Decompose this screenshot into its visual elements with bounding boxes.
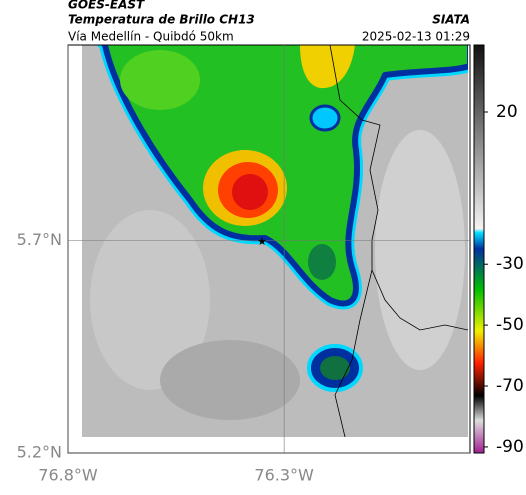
- agency: SIATA: [432, 13, 470, 27]
- x-tick-label: 76.8°W: [38, 466, 98, 485]
- colorbar-tick-label: -90: [496, 437, 524, 457]
- colorbar-tick-label: -30: [496, 254, 524, 274]
- x-tick-label: 76.3°W: [254, 466, 314, 485]
- title: Temperatura de Brillo CH13: [68, 13, 255, 27]
- colorbar-tick-label: 20: [496, 102, 518, 122]
- y-tick-label: 5.2°N: [17, 443, 62, 462]
- subtitle: Vía Medellín - Quibdó 50km: [68, 30, 234, 44]
- timestamp: 2025-02-13 01:29: [362, 30, 470, 44]
- colorbar-tick-label: -70: [496, 376, 524, 396]
- colorbar: [473, 44, 485, 454]
- satellite-image: [82, 45, 468, 437]
- source: GOES-EAST: [68, 0, 145, 12]
- y-tick-label: 5.7°N: [17, 230, 62, 249]
- location-marker: ★: [257, 235, 267, 248]
- colorbar-tick-label: -50: [496, 315, 524, 335]
